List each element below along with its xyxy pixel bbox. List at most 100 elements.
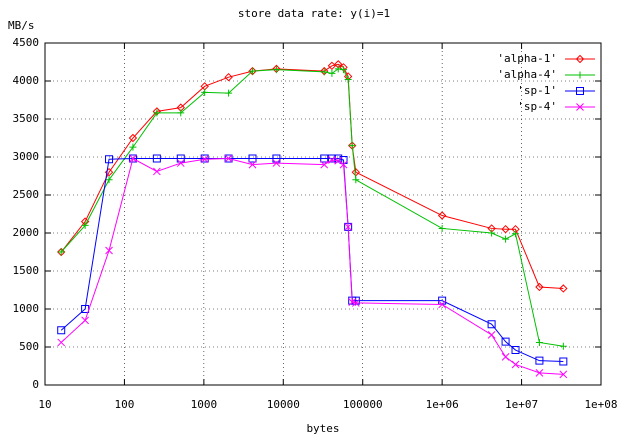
data-point [81, 305, 90, 313]
data-point [105, 176, 113, 184]
legend-marker [576, 87, 584, 95]
y-tick-label: 2000 [13, 226, 40, 239]
data-point [129, 143, 137, 151]
data-point [81, 221, 89, 229]
data-point [248, 67, 256, 75]
data-point [105, 155, 114, 164]
y-tick-label: 1000 [13, 302, 40, 315]
y-tick-label: 0 [32, 378, 39, 391]
data-point [272, 66, 280, 74]
data-point [559, 342, 567, 350]
series-line [60, 63, 564, 289]
data-point [320, 160, 329, 169]
data-point [535, 356, 544, 365]
data-point [334, 65, 342, 73]
data-point [224, 72, 233, 82]
data-point [344, 223, 352, 231]
data-point [328, 69, 336, 77]
legend-label: 'alpha-4' [497, 68, 557, 81]
data-point [201, 88, 209, 96]
x-axis-label: bytes [306, 422, 339, 435]
data-point [334, 154, 343, 163]
data-point [438, 224, 446, 232]
data-point [501, 337, 510, 346]
data-point [339, 160, 348, 169]
y-tick-label: 3500 [13, 112, 40, 125]
x-tick-label: 10000 [267, 398, 300, 411]
data-point [176, 159, 185, 167]
legend-marker [576, 103, 584, 111]
data-point [438, 296, 447, 305]
data-point [535, 282, 544, 292]
series-line [60, 158, 564, 362]
data-point [344, 75, 352, 83]
data-point [248, 154, 257, 163]
plot-frame [44, 42, 602, 386]
data-point [487, 330, 496, 339]
x-tick-label: 100 [114, 398, 134, 411]
data-point [559, 284, 568, 293]
data-point [105, 246, 113, 255]
data-point [272, 159, 281, 167]
y-tick-label: 3000 [13, 150, 40, 163]
legend-label: 'sp-4' [517, 100, 557, 113]
data-point [501, 224, 510, 234]
x-tick-label: 100000 [343, 398, 383, 411]
data-point [488, 229, 496, 237]
data-point [535, 368, 544, 377]
data-point [437, 211, 447, 220]
data-point [327, 61, 337, 71]
data-point [248, 160, 257, 169]
data-point [334, 156, 343, 165]
data-point [81, 316, 89, 325]
data-point [224, 154, 233, 163]
data-point [502, 235, 510, 243]
series-line [60, 68, 564, 347]
y-tick-label: 1500 [13, 264, 40, 277]
legend-marker [576, 71, 584, 79]
data-point [128, 133, 138, 143]
data-point [152, 154, 161, 163]
data-point [559, 357, 568, 366]
data-point [340, 66, 348, 74]
data-point [501, 353, 510, 361]
data-point [57, 338, 66, 347]
data-point [153, 109, 161, 117]
data-point [535, 338, 543, 346]
legend-label: 'alpha-1' [497, 52, 557, 65]
data-point [320, 68, 328, 76]
x-tick-label: 1000 [191, 398, 218, 411]
y-tick-label: 2500 [13, 188, 40, 201]
y-tick-label: 500 [19, 340, 39, 353]
data-point [57, 326, 66, 335]
data-point [512, 230, 520, 238]
series-line [60, 157, 564, 375]
data-point [328, 156, 336, 164]
y-tick-label: 4000 [13, 74, 40, 87]
data-point [57, 248, 65, 256]
data-point [559, 370, 568, 379]
data-point [352, 176, 360, 184]
y-axis-label: MB/s [8, 19, 35, 32]
data-point [344, 222, 353, 231]
data-point [153, 167, 161, 176]
chart-title: store data rate: y(i)=1 [238, 7, 390, 20]
data-point [200, 155, 209, 164]
data-point [224, 154, 233, 163]
data-point [129, 154, 137, 163]
data-point [511, 346, 520, 355]
legend-label: 'sp-1' [517, 84, 557, 97]
legend-marker [575, 54, 585, 64]
data-point [348, 142, 356, 150]
data-point [351, 299, 360, 307]
data-point [511, 360, 520, 369]
y-tick-label: 4500 [13, 36, 40, 49]
x-tick-label: 1e+08 [584, 398, 617, 411]
data-point [438, 300, 446, 309]
x-tick-label: 1e+06 [426, 398, 459, 411]
data-point [177, 109, 185, 117]
x-tick-label: 10 [38, 398, 51, 411]
data-point [487, 320, 496, 329]
